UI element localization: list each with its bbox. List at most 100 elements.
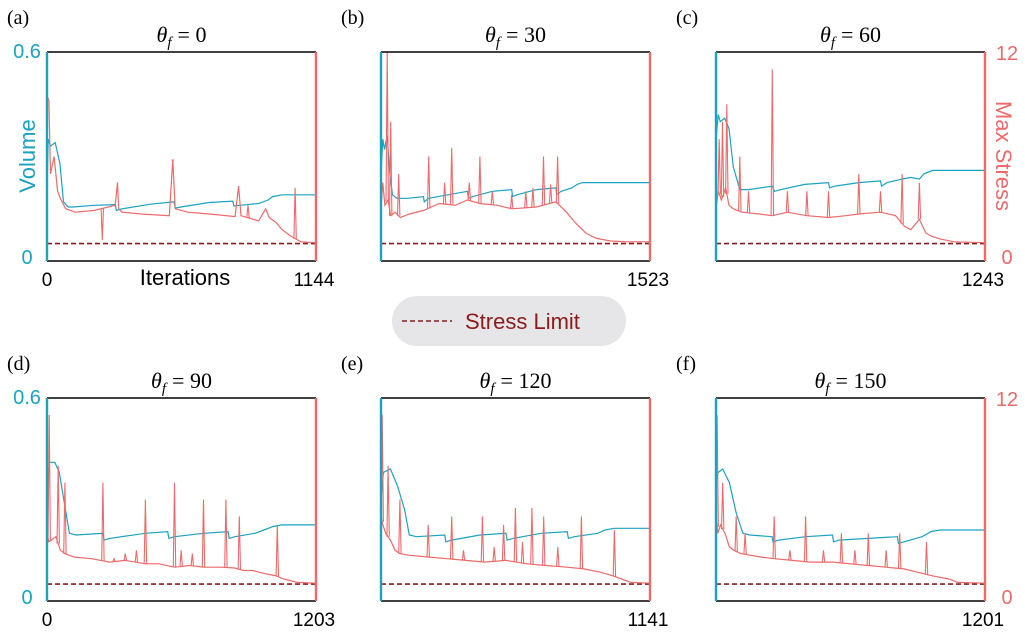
volume-series-line [716,114,985,193]
volume-series-line [47,138,316,212]
panel-title: θf = 0 [157,22,207,51]
stress-spike [509,194,514,209]
x-tick-label-end: 1243 [962,270,1004,291]
stress-spike [100,208,105,241]
stress-spike [805,191,809,216]
plot-area [47,414,316,585]
stress-spike [772,516,776,559]
title-value: = 90 [172,368,212,393]
stress-spike [513,507,518,562]
stress-spike [541,516,546,566]
stress-spike [524,191,528,208]
panel-e: (e) θf = 120 1141 [341,353,668,631]
stress-spike [900,173,904,224]
stress-spike [461,550,466,561]
stress-spike [839,533,844,563]
panel-label: (f) [676,353,696,375]
title-value: = 60 [841,22,881,47]
volume-series-line [47,461,316,541]
panel-f: (f) θf = 150 0 12 1201 [676,353,1018,631]
stress-spike [770,69,775,216]
max-stress-series-line [47,533,316,584]
stress-spike [803,516,808,562]
stress-spike [501,524,506,561]
panel-label: (a) [7,7,29,29]
title-subscript: f [496,35,502,51]
title-symbol: θ [485,22,496,47]
left-axis-label: Volume [15,119,40,192]
stress-spike [101,482,105,561]
x-tick-label-end: 1523 [627,270,669,291]
stress-spike [190,553,195,566]
title-symbol: θ [151,368,162,393]
stress-spike [579,516,584,569]
stress-spike [541,156,546,206]
x-axis-label: Iterations [140,265,231,290]
stress-spike [788,550,792,561]
stress-spike [612,529,617,577]
y-right-tick-label-max: 12 [996,43,1018,65]
x-tick-label-end: 1141 [628,610,669,631]
stress-spike [123,553,128,561]
panel-c: (c) θf = 60 0 12 1243 [676,7,1018,291]
y-left-tick-label-max: 0.6 [13,387,41,409]
stress-spike [917,182,922,220]
stress-spike [785,191,790,213]
stress-spike [531,187,535,208]
max-stress-series-line [381,182,650,243]
title-subscript: f [831,35,837,51]
stress-spike [821,550,826,563]
plot-area [716,69,985,245]
stress-spike [857,173,861,215]
title-value: = 30 [506,22,546,47]
stress-spike [743,533,747,555]
title-value: = 150 [836,368,887,393]
stress-spike [143,499,148,564]
stress-spike [172,482,177,568]
max-stress-series-line [47,95,316,244]
x-tick-label-end: 1203 [293,610,335,631]
stress-spike [548,184,553,204]
stress-spike [398,499,402,554]
title-subscript: f [825,381,831,397]
panel-title: θf = 30 [485,22,546,51]
panel-b: (b) θf = 30 1523 [341,7,669,291]
stress-spike [388,121,393,216]
stress-spike [897,533,902,569]
legend: Stress Limit [392,296,626,346]
panel-title: θf = 90 [151,368,212,397]
plot-area [381,52,650,245]
panel-label: (c) [676,7,698,29]
stress-spike [884,550,888,568]
y-right-tick-label-min: 0 [1001,247,1012,269]
stress-spike [134,550,139,563]
plot-area [716,414,985,585]
stress-spike [426,524,430,558]
x-tick-label-end: 1144 [294,270,335,291]
plot-area [47,95,316,245]
title-symbol: θ [157,22,168,47]
stress-spike [720,121,725,198]
stress-spike [853,550,857,565]
x-tick-label-start: 0 [42,610,53,631]
stress-spike [717,139,721,195]
stress-spike [246,205,250,218]
panel-label: (e) [341,353,363,375]
stress-spike [201,499,206,568]
stress-spike [878,191,883,213]
stress-spike [826,191,831,218]
max-stress-series-line [716,185,985,244]
title-value: = 120 [501,368,552,393]
stress-spike [530,507,534,565]
stress-spike [385,52,389,202]
stress-spike [112,557,116,562]
title-subscript: f [490,381,496,397]
stress-spike [442,182,447,205]
volume-series-line [716,468,985,545]
volume-series-line [381,468,650,543]
stress-spike [555,156,560,204]
title-symbol: θ [480,368,491,393]
stress-spike [556,546,560,567]
title-symbol: θ [820,22,831,47]
